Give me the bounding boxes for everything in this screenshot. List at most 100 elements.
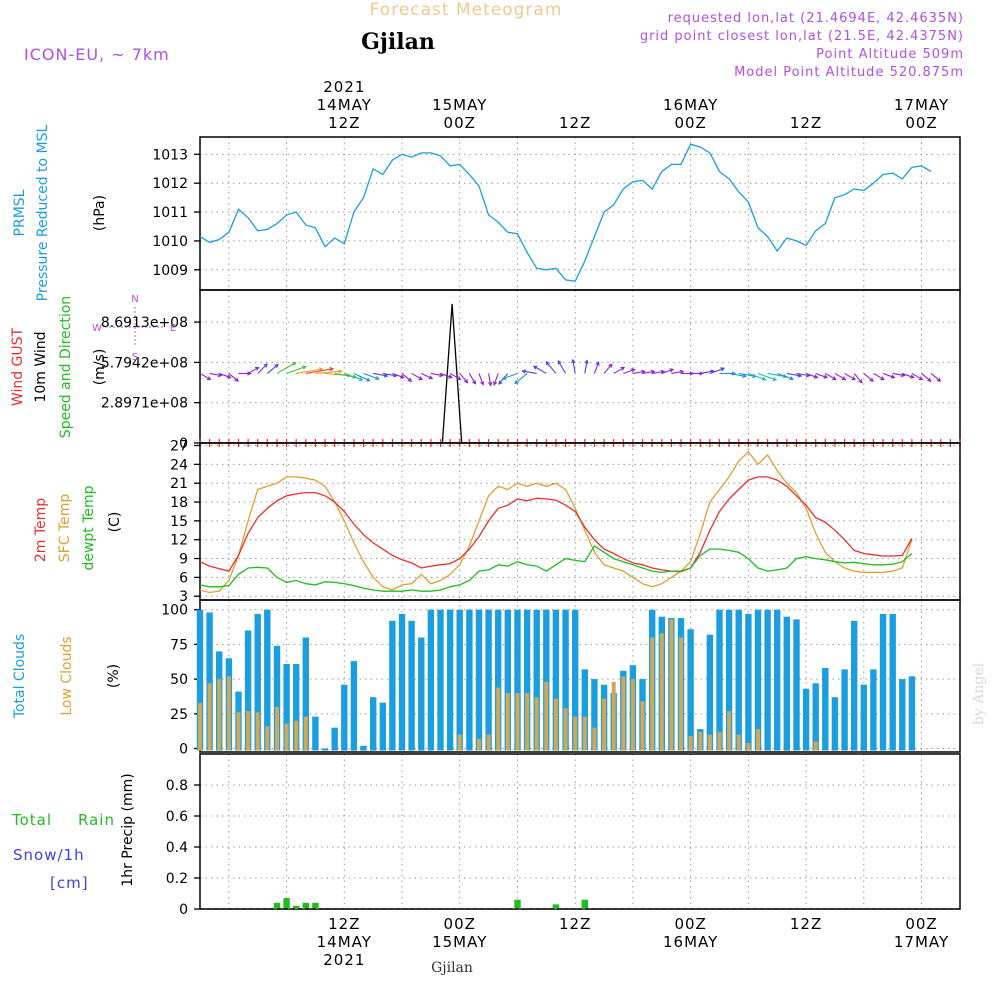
time-label: 2021 (323, 951, 365, 969)
low-cloud-bar (525, 693, 530, 751)
wind-arrow-head (501, 375, 507, 380)
low-cloud-bar (246, 711, 251, 751)
y-tick-label: 0 (179, 742, 188, 758)
low-cloud-bar (505, 693, 510, 751)
wind-arrow-head (532, 365, 538, 370)
wind-arrow-head (797, 373, 803, 378)
total-cloud-bar (273, 645, 281, 751)
time-label: 12Z (559, 915, 591, 933)
compass-s: S (132, 352, 138, 363)
wind-arrow-head (302, 365, 307, 370)
y-tick-label: 0.2 (166, 871, 188, 887)
wind-arrow (661, 368, 674, 374)
total-cloud-bar (514, 609, 521, 751)
watermark: by Angel (971, 662, 987, 725)
low-cloud-bar (630, 679, 635, 751)
wind-arrow-head (631, 368, 636, 373)
rain-bar (312, 902, 319, 909)
total-cloud-bar (725, 609, 733, 751)
legend-prmsl: PRMSL (12, 189, 28, 236)
time-label: 12Z (790, 114, 822, 132)
y-tick-label: 1009 (152, 263, 188, 279)
low-cloud-bar (217, 679, 222, 751)
requested-coords: requested lon,lat (21.4694E, 42.4635N) (668, 11, 964, 26)
wind-arrow (757, 372, 777, 381)
wind-panel-frame (199, 289, 961, 444)
wind-arrow (296, 368, 323, 374)
wind-arrow (363, 372, 379, 380)
low-cloud-bar (553, 698, 558, 751)
low-cloud-bar (813, 741, 818, 751)
total-cloud-bar (812, 683, 819, 751)
legend-rain: Rain (78, 811, 115, 829)
wind-arrow-head (234, 377, 239, 382)
wind-arrow (209, 372, 222, 377)
y-tick-label: 1011 (152, 205, 188, 221)
total-cloud-bar (495, 609, 502, 751)
time-label: 00Z (444, 114, 476, 132)
y-tick-label: 2.8971e+08 (101, 396, 188, 412)
total-cloud-bar (562, 609, 569, 751)
y-tick-label: 0 (179, 902, 188, 918)
rain-bar (581, 899, 588, 909)
wind-arrow (315, 370, 342, 375)
low-cloud-bar (496, 687, 501, 751)
dewpoint-temp-line (199, 545, 913, 592)
wind-arrow (613, 366, 625, 374)
wind-arrow (430, 372, 443, 377)
wind-arrow-head (869, 377, 874, 382)
total-cloud-bar (870, 669, 877, 751)
location-title: Gjilan (361, 29, 435, 55)
total-cloud-bar (398, 613, 406, 751)
total-cloud-bar (879, 613, 887, 751)
wind-arrow (853, 373, 863, 384)
wind-arrow (930, 373, 941, 382)
total-cloud-bar (427, 609, 435, 751)
wind-arrow-head (595, 361, 600, 366)
total-cloud-bar (331, 727, 338, 751)
total-cloud-bar (456, 609, 463, 751)
rain-bar (302, 902, 309, 909)
wind-arrow (533, 365, 547, 374)
total-cloud-bar (196, 609, 204, 751)
wind-arrow-head (772, 377, 778, 382)
total-cloud-bar (350, 661, 358, 751)
legend-cm: [cm] (50, 874, 89, 892)
low-cloud-bar (544, 681, 549, 751)
low-clouds-bars (198, 619, 818, 751)
wind-arrow-head (448, 374, 453, 379)
y-tick-label: 9 (179, 552, 188, 568)
y-tick-label: 25 (170, 707, 188, 723)
time-label: 17MAY (894, 96, 949, 114)
footer-location: Gjilan (431, 960, 473, 976)
total-cloud-bar (283, 663, 290, 751)
model-altitude: Model Point Altitude 520.875m (734, 65, 964, 80)
wind-arrow-head (858, 379, 863, 384)
total-cloud-bar (341, 684, 348, 751)
low-cloud-bar (756, 729, 760, 751)
wind-arrow-head (480, 381, 485, 386)
time-label: 00Z (905, 114, 937, 132)
time-label: 00Z (674, 114, 706, 132)
rain-bar (552, 904, 560, 909)
wind-arrow-head (832, 376, 837, 381)
wind-arrow (219, 372, 231, 379)
low-cloud-bar (294, 720, 299, 751)
wind-arrow-head (823, 374, 829, 379)
total-cloud-bar (802, 688, 810, 751)
wind-arrow (488, 373, 492, 386)
y-tick-label: 6 (179, 570, 188, 586)
low-cloud-bar (582, 716, 587, 751)
precip-ylabel: 1hr Precip (mm) (120, 773, 136, 886)
total-cloud-bar (389, 620, 396, 751)
total-cloud-bar (485, 609, 492, 751)
low-cloud-bar (303, 716, 308, 751)
total-cloud-bar (437, 609, 444, 751)
total-cloud-bar (418, 637, 425, 751)
wind-arrow (882, 372, 895, 379)
wind-arrow-head (936, 377, 942, 382)
wind-arrow-head (789, 376, 795, 381)
